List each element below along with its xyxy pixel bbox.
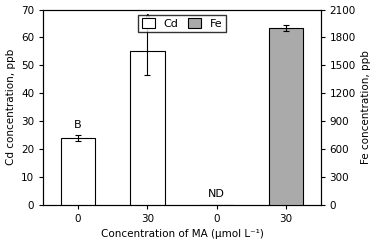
- Bar: [268, 28, 303, 205]
- Y-axis label: Cd concentration, ppb: Cd concentration, ppb: [6, 49, 15, 165]
- Text: ND: ND: [208, 189, 225, 199]
- Legend: Cd, Fe: Cd, Fe: [138, 15, 226, 32]
- Bar: [130, 51, 165, 205]
- Y-axis label: Fe concentration, ppb: Fe concentration, ppb: [362, 50, 371, 164]
- Text: B: B: [74, 120, 82, 130]
- Bar: [61, 138, 95, 205]
- Text: A: A: [144, 13, 151, 24]
- X-axis label: Concentration of MA (μmol L⁻¹): Concentration of MA (μmol L⁻¹): [101, 230, 264, 239]
